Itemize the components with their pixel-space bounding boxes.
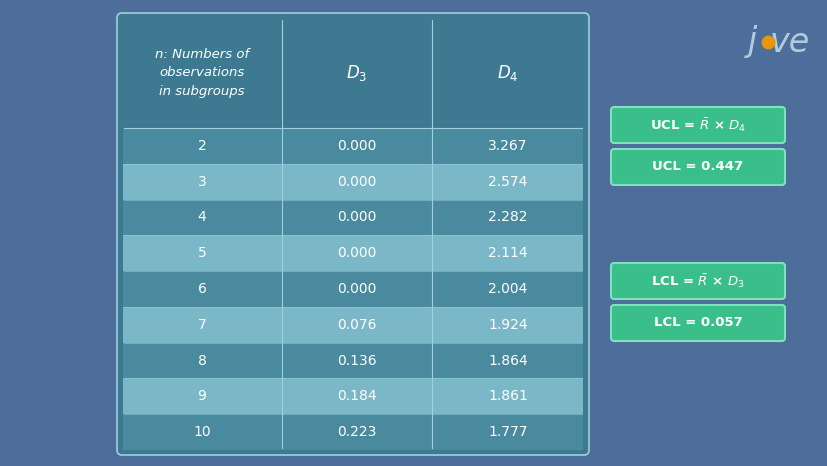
Text: 3: 3 — [198, 175, 206, 189]
Text: j: j — [747, 26, 756, 59]
Text: 4: 4 — [198, 211, 206, 225]
FancyBboxPatch shape — [117, 13, 588, 455]
Bar — [123, 343, 582, 378]
Text: LCL = $\bar{R}$ × $D_3$: LCL = $\bar{R}$ × $D_3$ — [650, 272, 744, 290]
Text: 0.000: 0.000 — [337, 175, 376, 189]
Text: 0.000: 0.000 — [337, 211, 376, 225]
Text: 8: 8 — [198, 354, 206, 368]
Text: n: Numbers of
observations
in subgroups: n: Numbers of observations in subgroups — [155, 48, 249, 97]
Text: 7: 7 — [198, 318, 206, 332]
Text: 3.267: 3.267 — [488, 139, 527, 153]
Text: 0.184: 0.184 — [337, 389, 376, 404]
Bar — [123, 307, 582, 343]
Text: 0.000: 0.000 — [337, 282, 376, 296]
Text: 1.864: 1.864 — [488, 354, 528, 368]
Text: 9: 9 — [198, 389, 206, 404]
Text: 10: 10 — [193, 425, 211, 439]
Text: ve: ve — [769, 26, 809, 59]
FancyBboxPatch shape — [610, 305, 784, 341]
Bar — [123, 199, 582, 235]
Text: $D_4$: $D_4$ — [497, 63, 519, 83]
Text: 0.136: 0.136 — [337, 354, 376, 368]
FancyBboxPatch shape — [610, 107, 784, 143]
Bar — [123, 164, 582, 199]
Text: 0.223: 0.223 — [337, 425, 376, 439]
Text: 2.574: 2.574 — [488, 175, 527, 189]
Text: 0.000: 0.000 — [337, 246, 376, 260]
Bar — [123, 378, 582, 414]
Text: 1.861: 1.861 — [487, 389, 528, 404]
Text: 1.924: 1.924 — [488, 318, 527, 332]
Text: UCL = 0.447: UCL = 0.447 — [652, 160, 743, 173]
Text: 2.282: 2.282 — [488, 211, 527, 225]
Text: $D_3$: $D_3$ — [346, 63, 367, 83]
Text: 2.004: 2.004 — [488, 282, 527, 296]
Text: 5: 5 — [198, 246, 206, 260]
Bar — [123, 128, 582, 164]
Bar — [123, 414, 582, 450]
Bar — [123, 235, 582, 271]
Text: 2: 2 — [198, 139, 206, 153]
FancyBboxPatch shape — [610, 263, 784, 299]
FancyBboxPatch shape — [610, 149, 784, 185]
Text: 0.076: 0.076 — [337, 318, 376, 332]
Text: 0.000: 0.000 — [337, 139, 376, 153]
Text: UCL = $\bar{R}$ × $D_4$: UCL = $\bar{R}$ × $D_4$ — [649, 116, 745, 134]
Text: LCL = 0.057: LCL = 0.057 — [653, 316, 742, 329]
Bar — [123, 271, 582, 307]
Text: 1.777: 1.777 — [488, 425, 527, 439]
Text: 6: 6 — [198, 282, 206, 296]
Text: 2.114: 2.114 — [488, 246, 527, 260]
